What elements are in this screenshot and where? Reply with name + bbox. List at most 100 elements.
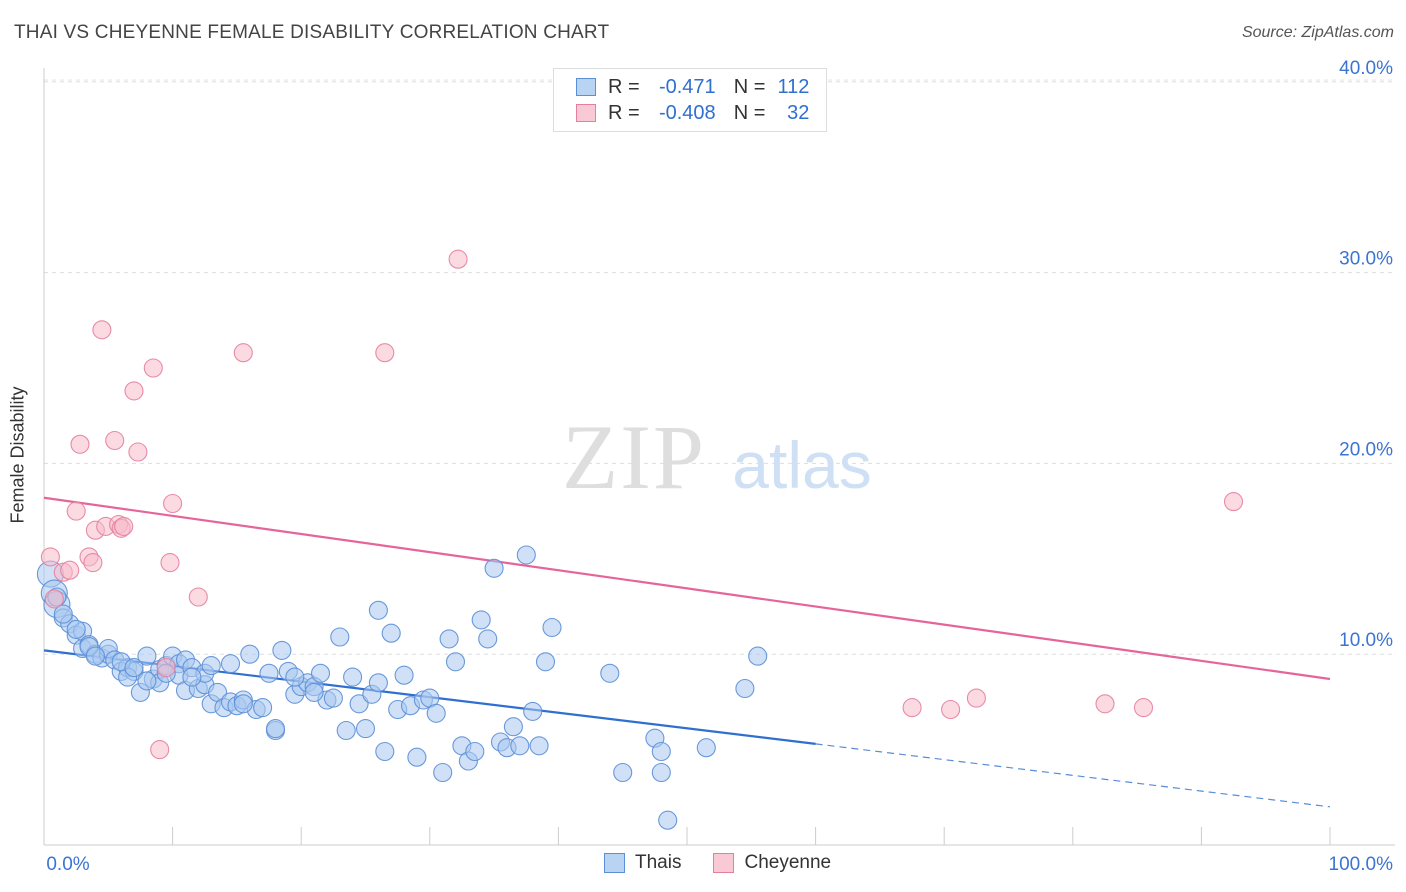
cheyenne-point xyxy=(902,698,922,718)
y-tick-label: 30.0% xyxy=(1339,249,1393,270)
thais-point xyxy=(658,810,678,830)
thais-point xyxy=(355,719,376,739)
thais-point xyxy=(433,762,453,783)
cheyenne-point xyxy=(448,249,468,269)
thais-point xyxy=(735,678,755,699)
cheyenne-point xyxy=(124,381,144,401)
legend-label-thais: Thais xyxy=(635,852,682,873)
axes xyxy=(43,68,1395,846)
thais-trend-extension xyxy=(815,743,1331,808)
legend-n-label: N = xyxy=(733,75,766,98)
cheyenne-point xyxy=(188,587,208,607)
cheyenne-point xyxy=(1223,492,1244,512)
trend-lines xyxy=(43,496,1331,808)
thais-point xyxy=(484,558,504,578)
legend-label-cheyenne: Cheyenne xyxy=(744,852,832,873)
thais-point xyxy=(310,663,331,683)
thais-point xyxy=(304,682,324,702)
cheyenne-point xyxy=(44,589,64,609)
x-tick-label-max: 100.0% xyxy=(1329,854,1394,875)
thais-point xyxy=(381,623,401,643)
cheyenne-point xyxy=(375,343,395,363)
watermark: ZIP atlas xyxy=(562,406,872,508)
cheyenne-point xyxy=(66,501,86,521)
thais-point xyxy=(265,719,286,739)
thais-point xyxy=(233,694,253,714)
cheyenne-point xyxy=(160,553,180,573)
thais-point xyxy=(53,604,73,624)
thais-point xyxy=(182,667,202,687)
thais-point xyxy=(523,701,543,721)
thais-point xyxy=(426,703,446,723)
thais-point xyxy=(285,667,305,687)
cheyenne-point xyxy=(114,516,134,536)
y-tick-label: 20.0% xyxy=(1339,439,1393,460)
thais-point xyxy=(137,671,157,691)
legend-swatch-cheyenne xyxy=(713,853,735,873)
correlation-legend: R = -0.471 N = 112 R = -0.408 N = 32 xyxy=(553,68,827,132)
data-points xyxy=(36,249,1244,830)
legend-r-label: R = xyxy=(608,75,640,98)
cheyenne-point xyxy=(92,320,112,340)
chart-title: THAI VS CHEYENNE FEMALE DISABILITY CORRE… xyxy=(14,22,610,43)
chart-source: Source: ZipAtlas.com xyxy=(1241,24,1394,41)
cheyenne-point xyxy=(163,493,183,514)
thais-point xyxy=(220,654,241,674)
y-tick-label: 10.0% xyxy=(1339,630,1393,651)
legend-swatch-cheyenne xyxy=(576,104,596,122)
thais-point xyxy=(240,644,260,664)
cheyenne-point xyxy=(156,658,176,678)
legend-n-label: N = xyxy=(733,101,766,124)
thais-point xyxy=(343,667,363,687)
thais-point xyxy=(259,663,279,683)
series-legend: Thais Cheyenne xyxy=(604,852,863,874)
thais-point xyxy=(272,640,292,660)
cheyenne-point xyxy=(143,358,163,378)
tick-labels: 10.0% 20.0% 30.0% 40.0% 0.0% 100.0% xyxy=(46,58,1393,875)
cheyenne-point xyxy=(40,547,60,567)
thais-point xyxy=(529,736,549,756)
thais-point xyxy=(439,629,459,649)
cheyenne-point xyxy=(83,553,103,573)
legend-r-value: -0.471 xyxy=(658,75,716,98)
legend-r-label: R = xyxy=(608,101,640,124)
watermark-zip: ZIP xyxy=(562,406,706,508)
thais-point xyxy=(394,665,414,685)
thais-point xyxy=(445,652,466,672)
cheyenne-trend-line xyxy=(43,496,1331,681)
legend-item-cheyenne[interactable]: Cheyenne xyxy=(713,852,831,874)
thais-point xyxy=(375,741,395,762)
thais-point xyxy=(66,619,86,639)
thais-point xyxy=(696,738,716,758)
thais-point xyxy=(336,720,356,741)
thais-point xyxy=(478,629,498,649)
thais-point xyxy=(349,694,369,714)
cheyenne-point xyxy=(70,434,90,454)
thais-point xyxy=(651,762,671,783)
x-tick-label-min: 0.0% xyxy=(46,854,89,875)
cheyenne-point xyxy=(233,343,253,363)
thais-point xyxy=(613,762,633,783)
thais-point xyxy=(471,610,491,630)
thais-point xyxy=(323,688,343,708)
legend-item-thais[interactable]: Thais xyxy=(604,852,681,874)
thais-point xyxy=(465,741,485,762)
legend-n-value: 32 xyxy=(787,101,810,124)
grid-lines xyxy=(44,79,1395,655)
cheyenne-point xyxy=(128,442,148,462)
y-tick-label: 40.0% xyxy=(1339,58,1393,79)
cheyenne-point xyxy=(150,740,170,760)
thais-point xyxy=(368,600,388,620)
legend-r-value: -0.408 xyxy=(658,101,716,124)
thais-point xyxy=(748,646,768,666)
cheyenne-point xyxy=(941,699,961,720)
thais-point xyxy=(516,545,536,565)
thais-point xyxy=(535,652,556,672)
cheyenne-point xyxy=(1133,698,1154,718)
thais-point xyxy=(503,717,523,737)
thais-point xyxy=(407,747,427,767)
thais-point xyxy=(124,658,144,678)
legend-swatch-thais xyxy=(604,853,625,873)
thais-point xyxy=(368,673,388,693)
